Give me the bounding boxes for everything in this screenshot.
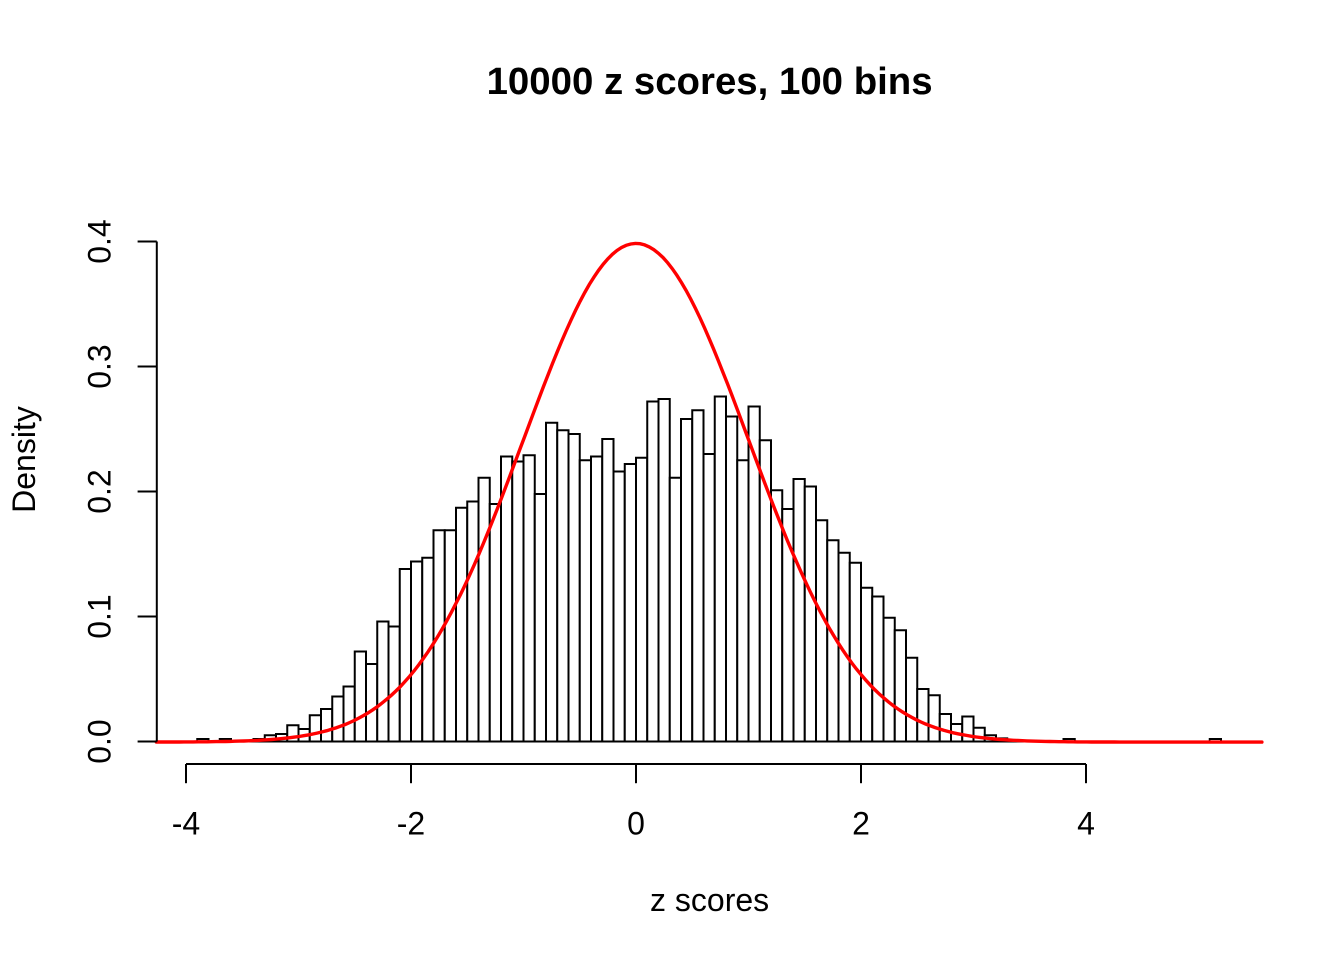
svg-text:Density: Density: [6, 406, 42, 513]
svg-text:2: 2: [852, 806, 870, 842]
svg-text:4: 4: [1077, 806, 1095, 842]
svg-text:0.1: 0.1: [82, 594, 118, 638]
svg-text:-4: -4: [172, 806, 200, 842]
svg-text:-2: -2: [397, 806, 425, 842]
svg-text:0: 0: [627, 806, 645, 842]
svg-text:0.2: 0.2: [82, 469, 118, 513]
svg-text:0.4: 0.4: [82, 219, 118, 263]
svg-text:0.0: 0.0: [82, 719, 118, 763]
svg-text:z scores: z scores: [650, 882, 769, 918]
svg-text:0.3: 0.3: [82, 344, 118, 388]
svg-text:10000 z scores, 100 bins: 10000 z scores, 100 bins: [487, 60, 933, 103]
